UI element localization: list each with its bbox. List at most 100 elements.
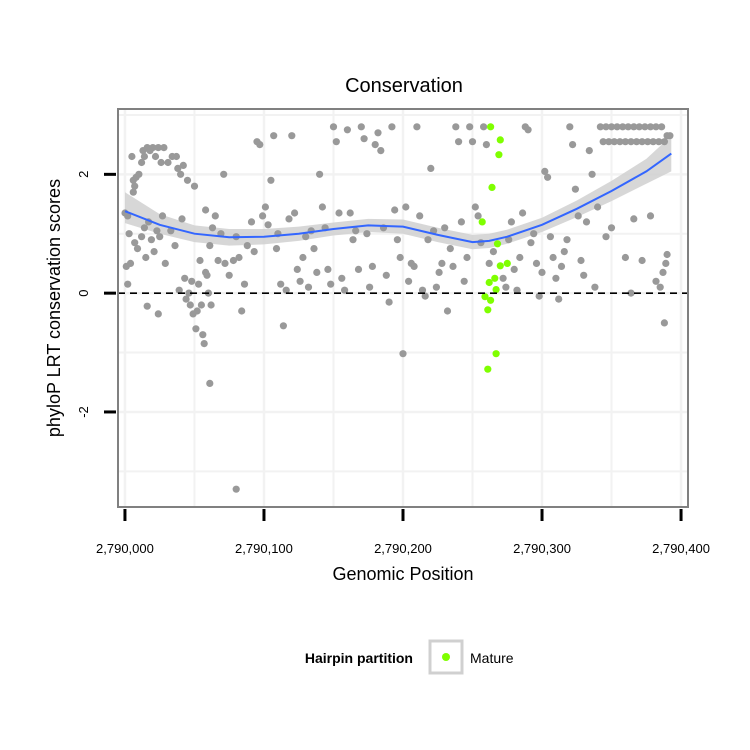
hairpin-point <box>627 289 635 297</box>
hairpin-point <box>192 325 200 333</box>
hairpin-point <box>247 218 256 226</box>
hairpin-point <box>457 218 465 226</box>
hairpin-point <box>243 242 251 250</box>
hairpin-point <box>571 185 580 193</box>
hairpin-point <box>416 212 424 220</box>
hairpin-point <box>519 209 527 217</box>
hairpin-point <box>424 236 432 244</box>
hairpin-point <box>538 268 546 276</box>
hairpin-point <box>261 203 269 211</box>
hairpin-point <box>221 259 229 267</box>
hairpin-point <box>302 233 310 241</box>
hairpin-point <box>206 242 214 250</box>
hairpin-point <box>585 147 593 155</box>
hairpin-point <box>193 307 201 315</box>
hairpin-point <box>181 274 189 282</box>
mature-point <box>491 274 499 282</box>
hairpin-point <box>499 274 507 282</box>
hairpin-point <box>272 245 281 253</box>
hairpin-point <box>602 233 610 241</box>
hairpin-point <box>602 123 610 131</box>
hairpin-point <box>656 283 664 291</box>
hairpin-point <box>329 123 338 131</box>
mature-point <box>503 259 511 267</box>
hairpin-point <box>507 218 515 226</box>
x-tick-label: 2,790,200 <box>374 541 432 556</box>
hairpin-point <box>441 224 449 232</box>
x-tick-label: 2,790,100 <box>235 541 293 556</box>
legend: Hairpin partition Mature <box>305 639 514 675</box>
hairpin-point <box>128 152 136 161</box>
hairpin-point <box>267 176 275 184</box>
hairpin-point <box>220 170 228 178</box>
hairpin-point <box>646 212 655 220</box>
hairpin-point <box>238 307 246 315</box>
hairpin-point <box>391 206 399 214</box>
hairpin-point <box>544 173 552 181</box>
hairpin-point <box>552 274 560 282</box>
mature-point <box>481 293 489 301</box>
hairpin-point <box>270 132 278 140</box>
hairpin-point <box>385 298 393 306</box>
hairpin-point <box>164 158 172 167</box>
hairpin-point <box>438 259 446 267</box>
hairpin-point <box>318 203 326 211</box>
hairpin-point <box>446 245 454 253</box>
x-tick-label: 2,790,300 <box>513 541 571 556</box>
hairpin-point <box>304 283 313 291</box>
hairpin-point <box>279 322 287 330</box>
hairpin-point <box>624 123 632 131</box>
hairpin-point <box>418 286 427 294</box>
hairpin-point <box>613 123 621 131</box>
hairpin-point <box>161 259 169 267</box>
mature-point <box>493 240 502 248</box>
hairpin-point <box>621 138 630 146</box>
hairpin-point <box>143 302 151 310</box>
hairpin-point <box>171 242 179 250</box>
hairpin-point <box>502 283 510 291</box>
hairpin-point <box>125 230 133 238</box>
hairpin-point <box>324 265 332 273</box>
hairpin-point <box>662 259 670 267</box>
hairpin-point <box>195 280 203 288</box>
hairpin-point <box>293 265 301 273</box>
hairpin-point <box>154 310 162 318</box>
hairpin-point <box>399 350 407 358</box>
hairpin-point <box>635 123 643 131</box>
smooth-confidence-band <box>125 135 672 250</box>
hairpin-point <box>569 141 577 149</box>
hairpin-point <box>133 245 142 253</box>
hairpin-point <box>666 132 674 140</box>
hairpin-point <box>591 283 599 291</box>
hairpin-point <box>151 152 160 161</box>
hairpin-point <box>202 206 210 214</box>
hairpin-point <box>619 123 627 131</box>
hairpin-point <box>178 215 186 223</box>
hairpin-point <box>582 218 591 226</box>
hairpin-point <box>157 158 165 167</box>
hairpin-point <box>154 144 162 152</box>
smooth-line <box>124 152 672 244</box>
hairpin-point <box>652 277 660 285</box>
hairpin-point <box>343 126 351 134</box>
hairpin-point <box>196 256 204 265</box>
hairpin-point <box>346 209 354 217</box>
hairpin-point <box>388 123 396 131</box>
hairpin-point <box>641 123 649 131</box>
hairpin-point <box>382 271 390 279</box>
hairpin-point <box>232 485 240 493</box>
hairpin-point <box>259 212 267 220</box>
hairpin-point <box>208 224 217 232</box>
hairpin-point <box>541 167 549 175</box>
hairpin-point <box>135 170 143 178</box>
hairpin-point <box>131 182 139 190</box>
hairpin-point <box>285 215 293 223</box>
hairpin-point <box>485 259 493 267</box>
hairpin-point <box>352 227 360 235</box>
hairpin-point <box>183 176 192 184</box>
panel-border <box>117 108 689 508</box>
mature-point <box>495 151 503 159</box>
hairpin-point <box>240 280 249 288</box>
hairpin-point <box>393 236 401 244</box>
